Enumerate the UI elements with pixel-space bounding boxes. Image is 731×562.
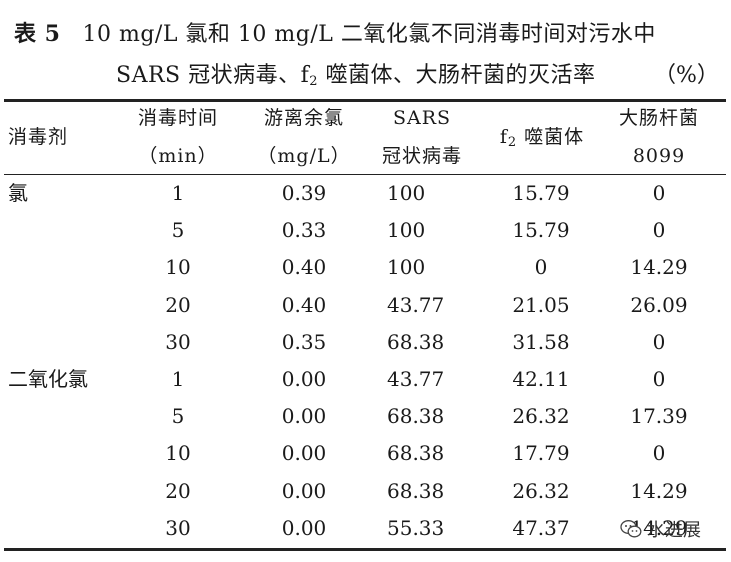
cell-time: 1 <box>171 367 185 391</box>
cell-ecoli: 0 <box>652 441 666 466</box>
header-phage: f2 噬菌体 <box>488 118 596 156</box>
table-number: 表 5 <box>14 21 61 47</box>
header-phage-text: f2 噬菌体 <box>488 118 596 156</box>
cell-phage: 31.58 <box>512 329 570 354</box>
header-time-line-2: （min） <box>138 145 218 167</box>
cell-ecoli: 0 <box>652 329 666 354</box>
caption-title-part-1: 10 mg/L 氯和 10 mg/L 二氧化氯不同消毒时间对污水中 <box>82 22 656 47</box>
header-sars-line-2: 冠状病毒 <box>381 145 462 167</box>
cell-chlorine: 0.00 <box>281 515 327 540</box>
cell-time: 5 <box>171 404 185 429</box>
cell-agent: 二氧化氯 <box>8 367 88 391</box>
header-phage-prefix: f <box>499 126 508 148</box>
cell-ecoli: 17.39 <box>630 404 688 429</box>
caption-line-2: SARS 冠状病毒、f2 噬菌体、大肠杆菌的灭活率 <box>116 57 596 89</box>
header-time-line-1: 消毒时间 <box>137 107 218 129</box>
header-ecoli: 大肠杆菌 8099 <box>604 99 714 175</box>
cell-time: 10 <box>165 255 191 280</box>
header-sars-line-1: SARS <box>392 107 452 129</box>
table-header-rule <box>4 174 726 175</box>
cell-phage: 26.32 <box>512 478 570 503</box>
cell-chlorine: 0.00 <box>281 367 327 391</box>
cell-sars: 100 <box>387 218 426 243</box>
cell-sars: 100 <box>387 255 426 280</box>
cell-phage: 42.11 <box>512 367 570 391</box>
cell-time: 30 <box>165 329 191 354</box>
cell-chlorine: 0.40 <box>281 292 327 317</box>
cell-ecoli: 0 <box>652 181 666 205</box>
cell-ecoli: 14.29 <box>630 478 688 503</box>
caption-title-part-2b: 噬菌体、大肠杆菌的灭活率 <box>318 63 596 88</box>
cell-ecoli: 0 <box>652 218 666 243</box>
cell-sars: 100 <box>387 181 426 205</box>
cell-phage: 17.79 <box>512 441 570 466</box>
cell-phage: 47.37 <box>512 515 570 540</box>
caption-line-1: 表 5 10 mg/L 氯和 10 mg/L 二氧化氯不同消毒时间对污水中 <box>14 16 656 48</box>
cell-phage: 21.05 <box>512 292 570 317</box>
cell-ecoli: 26.09 <box>630 292 688 317</box>
cell-sars: 68.38 <box>387 404 445 429</box>
cell-time: 5 <box>171 218 185 243</box>
cell-chlorine: 0.00 <box>281 404 327 429</box>
caption-unit: （%） <box>654 63 719 88</box>
cell-sars: 68.38 <box>387 441 445 466</box>
cell-phage: 0 <box>534 255 548 280</box>
cell-phage: 26.32 <box>512 404 570 429</box>
header-agent: 消毒剂 <box>8 118 68 156</box>
cell-chlorine: 0.40 <box>281 255 327 280</box>
wechat-icon <box>620 520 642 538</box>
cell-time: 30 <box>165 515 191 540</box>
cell-chlorine: 0.33 <box>281 218 327 243</box>
header-ecoli-line-1: 大肠杆菌 <box>618 107 699 129</box>
header-sars: SARS 冠状病毒 <box>370 99 474 175</box>
header-chlorine-line-2: （mg/L） <box>257 145 351 167</box>
header-time: 消毒时间 （min） <box>128 99 228 175</box>
cell-ecoli: 0 <box>652 367 666 391</box>
table-bottom-rule <box>4 548 726 551</box>
watermark-text: 水进展 <box>647 520 701 541</box>
watermark: 水进展 <box>620 516 701 542</box>
cell-time: 1 <box>171 181 185 205</box>
header-ecoli-line-2: 8099 <box>632 145 686 167</box>
cell-sars: 43.77 <box>387 367 445 391</box>
header-phage-suffix: 噬菌体 <box>517 126 585 148</box>
cell-sars: 43.77 <box>387 292 445 317</box>
table-top-rule <box>4 99 726 102</box>
cell-phage: 15.79 <box>512 181 570 205</box>
cell-agent: 氯 <box>8 181 28 205</box>
header-agent-text: 消毒剂 <box>8 126 69 148</box>
header-chlorine: 游离余氯 （mg/L） <box>250 99 358 175</box>
cell-chlorine: 0.35 <box>281 329 327 354</box>
cell-ecoli: 14.29 <box>630 255 688 280</box>
caption-title-part-2a: SARS 冠状病毒、f <box>116 63 310 88</box>
cell-time: 20 <box>165 478 191 503</box>
caption-subscript: 2 <box>309 74 319 89</box>
cell-chlorine: 0.00 <box>281 478 327 503</box>
cell-sars: 68.38 <box>387 478 445 503</box>
cell-phage: 15.79 <box>512 218 570 243</box>
header-phage-subscript: 2 <box>507 135 518 150</box>
cell-chlorine: 0.00 <box>281 441 327 466</box>
header-chlorine-line-1: 游离余氯 <box>263 107 344 129</box>
cell-chlorine: 0.39 <box>281 181 327 205</box>
cell-time: 10 <box>165 441 191 466</box>
cell-sars: 55.33 <box>387 515 445 540</box>
cell-sars: 68.38 <box>387 329 445 354</box>
cell-time: 20 <box>165 292 191 317</box>
